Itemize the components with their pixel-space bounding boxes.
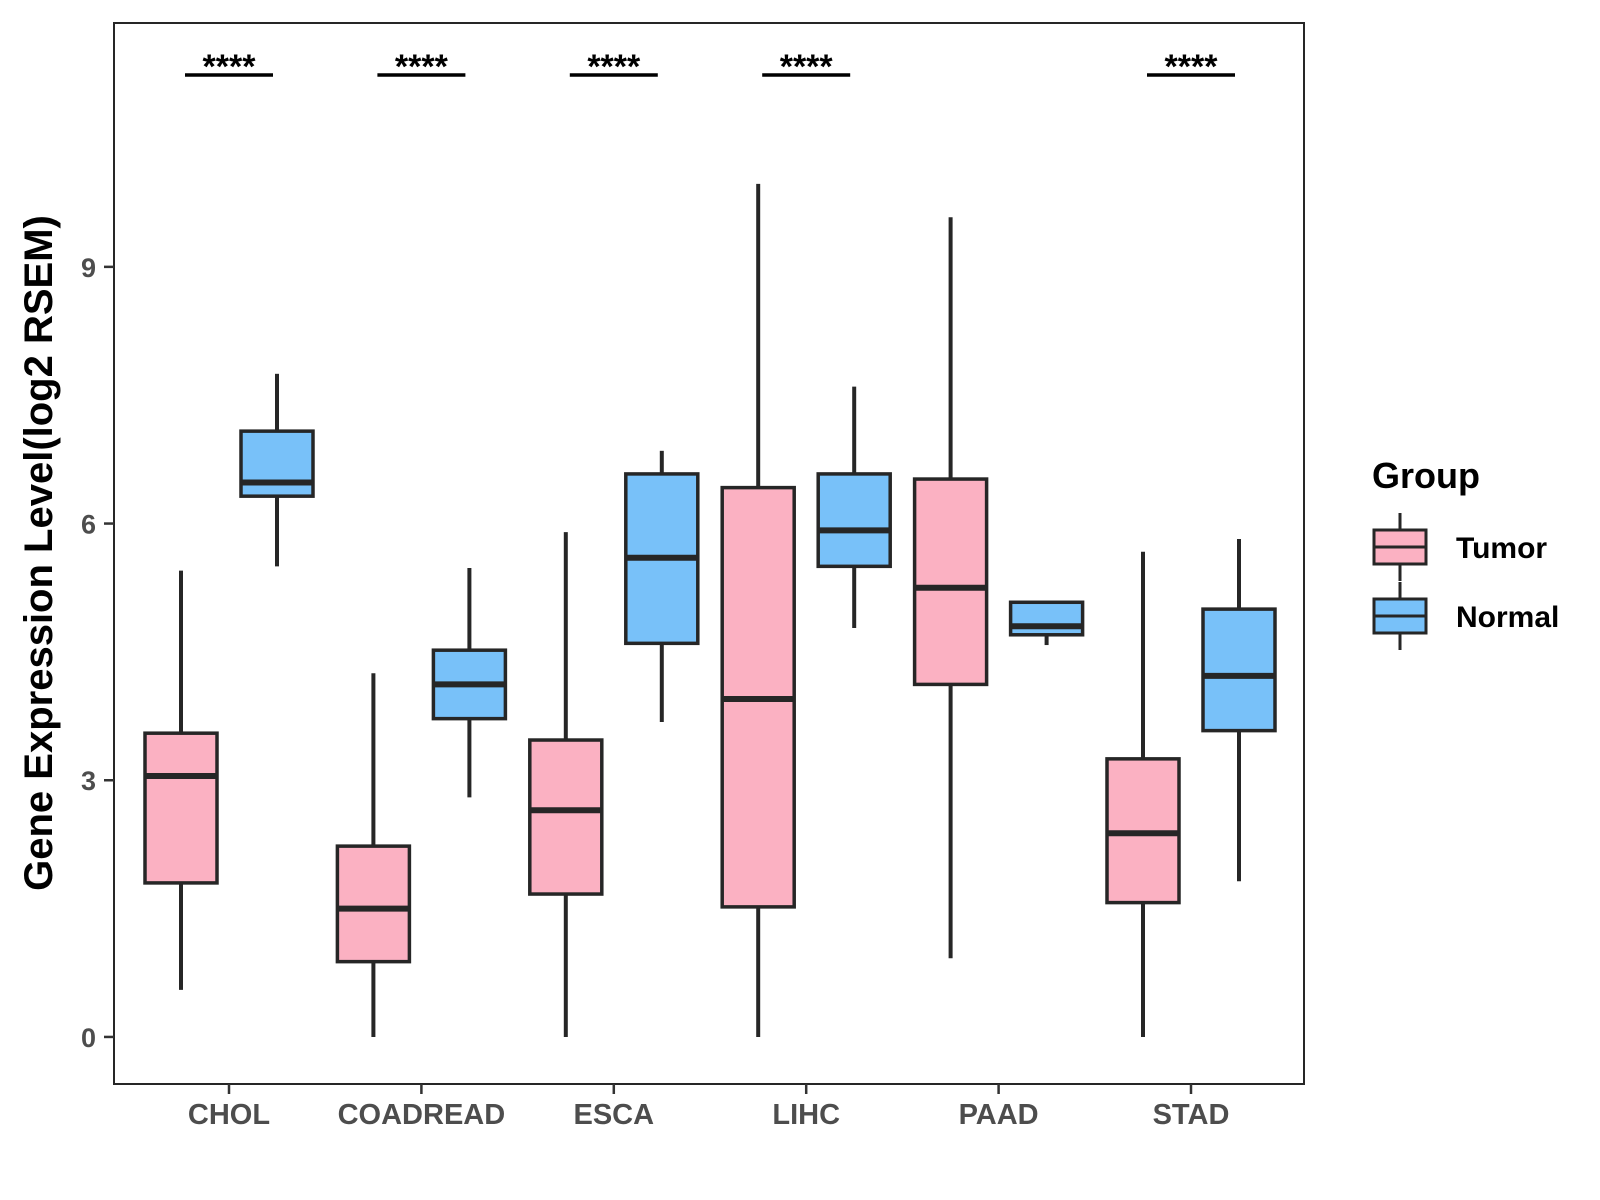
box-stad-tumor <box>1105 551 1181 1037</box>
legend-title: Group <box>1372 455 1480 496</box>
y-axis-title: Gene Expression Level(log2 RSEM) <box>17 215 61 891</box>
box-esca-normal <box>624 450 700 723</box>
box-paad-tumor <box>912 217 989 959</box>
legend: Group Tumor Normal <box>1372 455 1559 650</box>
x-tick-label: STAD <box>1153 1099 1230 1131</box>
box-coadread-tumor <box>335 673 412 1037</box>
box-iqr <box>239 429 315 498</box>
plot-marks: **** **** **** **** **** <box>143 48 1277 1037</box>
significance-label: **** <box>587 48 641 86</box>
legend-label: Tumor <box>1456 532 1547 565</box>
box-lihc-tumor <box>720 183 796 1037</box>
box-iqr <box>1201 607 1277 733</box>
box-esca-tumor <box>528 532 604 1037</box>
x-tick-label: ESCA <box>574 1099 655 1131</box>
box-iqr <box>335 844 412 964</box>
significance-label: **** <box>395 48 449 86</box>
box-iqr <box>912 477 989 687</box>
significance-chol: **** <box>185 48 273 86</box>
box-iqr <box>1008 600 1085 637</box>
significance-lihc: **** <box>762 48 851 86</box>
significance-label: **** <box>780 48 834 86</box>
y-tick-label: 3 <box>81 766 96 796</box>
x-tick-label: CHOL <box>188 1099 270 1131</box>
box-lihc-normal <box>816 386 892 628</box>
axes: CHOL COADREAD ESCA LIHC PAAD STAD 0 3 6 9 <box>81 253 1229 1131</box>
y-tick-label: 0 <box>81 1023 96 1053</box>
significance-esca: **** <box>569 48 658 86</box>
box-iqr <box>528 738 604 896</box>
significance-stad: **** <box>1147 48 1235 86</box>
significance-coadread: **** <box>377 48 466 86</box>
plot-panel-border <box>113 22 1305 1085</box>
x-tick-label: COADREAD <box>338 1099 506 1131</box>
box-iqr <box>816 472 892 569</box>
legend-entry-normal: Normal <box>1372 582 1559 650</box>
significance-label: **** <box>203 48 257 86</box>
box-chol-tumor <box>143 570 219 990</box>
significance-label: **** <box>1165 48 1219 86</box>
box-stad-normal <box>1201 538 1277 882</box>
y-tick-label: 9 <box>81 253 96 283</box>
legend-entry-tumor: Tumor <box>1372 513 1547 581</box>
box-iqr <box>143 731 219 885</box>
x-tick-label: PAAD <box>959 1099 1039 1131</box>
legend-label: Normal <box>1456 601 1559 634</box>
x-tick-label: LIHC <box>772 1099 840 1131</box>
box-paad-normal <box>1008 600 1085 646</box>
box-coadread-normal <box>431 568 508 798</box>
y-tick-label: 6 <box>81 510 96 540</box>
box-chol-normal <box>239 373 315 567</box>
